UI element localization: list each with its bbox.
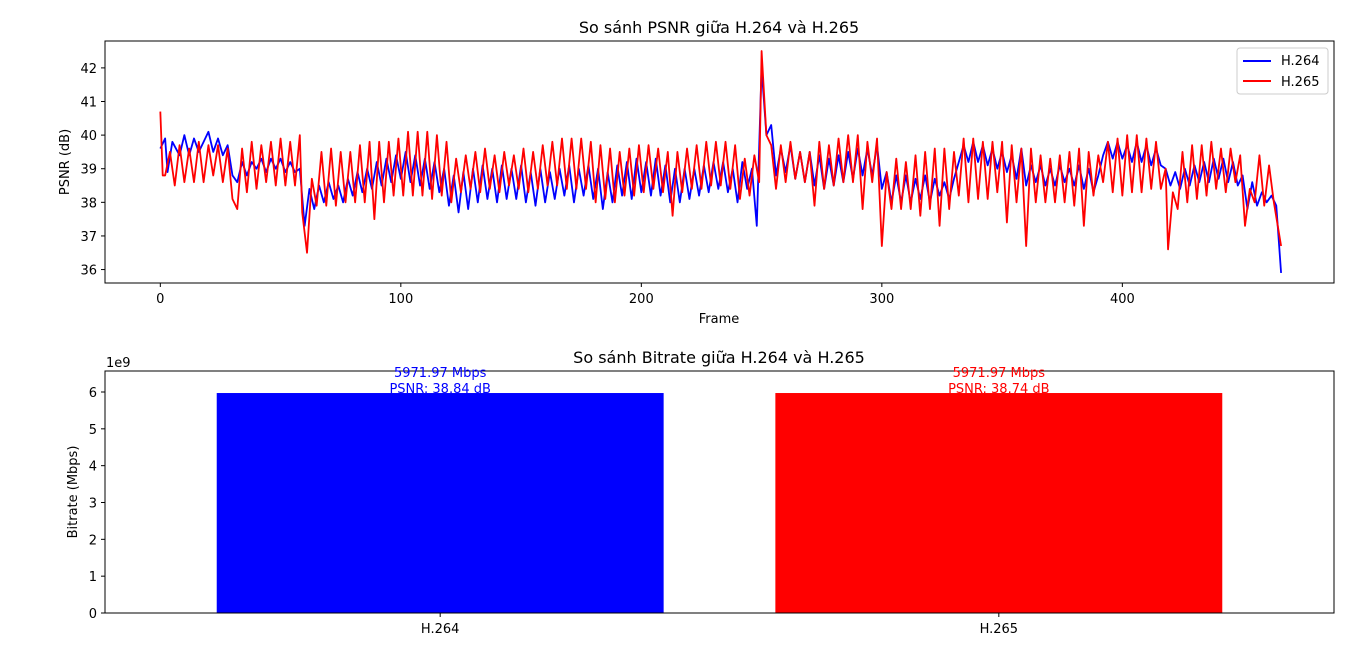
psnr-plot-area bbox=[159, 50, 1282, 273]
x-tick-label: 200 bbox=[629, 292, 654, 307]
bitrate-plot-frame bbox=[104, 370, 1335, 614]
y-tick-label: 6 bbox=[89, 386, 97, 401]
bar-value-label: 5971.97 Mbps bbox=[394, 366, 487, 381]
bar-h265 bbox=[775, 393, 1223, 613]
y-tick-label: 42 bbox=[80, 62, 97, 77]
y-tick-label: 4 bbox=[89, 460, 97, 475]
bitrate-chart-title: So sánh Bitrate giữa H.264 và H.265 bbox=[573, 348, 865, 367]
psnr-plot-frame bbox=[104, 40, 1335, 284]
x-tick-label: 100 bbox=[388, 292, 413, 307]
y-tick-label: 3 bbox=[89, 496, 97, 511]
x-tick-label: 400 bbox=[1110, 292, 1135, 307]
bar-psnr-label: PSNR: 38.74 dB bbox=[948, 382, 1049, 397]
bitrate-plot-area bbox=[216, 393, 1223, 613]
bar-h264 bbox=[216, 393, 664, 613]
y-tick-label: 41 bbox=[80, 96, 97, 111]
psnr-y-axis-label: PSNR (dB) bbox=[58, 129, 73, 195]
bar-psnr-label: PSNR: 38.84 dB bbox=[389, 382, 490, 397]
psnr-chart-title: So sánh PSNR giữa H.264 và H.265 bbox=[579, 18, 859, 37]
y-tick-label: 40 bbox=[80, 129, 97, 144]
psnr-x-axis-label: Frame bbox=[699, 312, 740, 327]
y-tick-label: 0 bbox=[89, 607, 97, 622]
bitrate-bar-chart: So sánh Bitrate giữa H.264 và H.265 1e9 … bbox=[66, 348, 1335, 637]
series-line-h265 bbox=[159, 50, 1282, 254]
psnr-line-chart: So sánh PSNR giữa H.264 và H.265 0 100 200… bbox=[58, 18, 1335, 327]
bitrate-y-axis-label: Bitrate (Mbps) bbox=[66, 446, 81, 539]
bitrate-y-ticks: 0 1 2 3 4 5 6 bbox=[89, 386, 105, 622]
x-tick-label: H.265 bbox=[980, 622, 1019, 637]
x-tick-label: 0 bbox=[156, 292, 164, 307]
y-tick-label: 5 bbox=[89, 423, 97, 438]
psnr-x-ticks: 0 100 200 300 400 bbox=[156, 283, 1135, 307]
y-tick-label: 39 bbox=[80, 163, 97, 178]
bitrate-x-ticks: H.264 H.265 bbox=[421, 613, 1018, 637]
y-tick-label: 38 bbox=[80, 196, 97, 211]
y-tick-label: 36 bbox=[80, 264, 97, 279]
y-tick-label: 37 bbox=[80, 230, 97, 245]
psnr-y-ticks: 36 37 38 39 40 41 42 bbox=[80, 62, 105, 279]
bitrate-y-offset-label: 1e9 bbox=[106, 356, 131, 371]
y-tick-label: 1 bbox=[89, 570, 97, 585]
legend-label-h264: H.264 bbox=[1281, 54, 1320, 69]
psnr-legend: H.264 H.265 bbox=[1236, 47, 1329, 95]
x-tick-label: H.264 bbox=[421, 622, 460, 637]
legend-box bbox=[1236, 47, 1329, 95]
x-tick-label: 300 bbox=[869, 292, 894, 307]
y-tick-label: 2 bbox=[89, 533, 97, 548]
bar-value-label: 5971.97 Mbps bbox=[953, 366, 1046, 381]
legend-label-h265: H.265 bbox=[1281, 75, 1320, 90]
